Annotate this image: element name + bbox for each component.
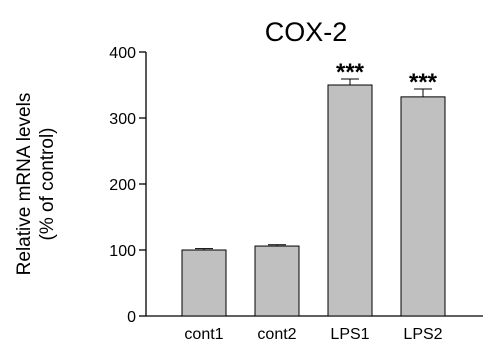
y-axis-title-line-2: (% of control) bbox=[37, 128, 58, 241]
y-tick-label: 100 bbox=[109, 243, 136, 260]
bar bbox=[400, 96, 446, 317]
significance-label: *** bbox=[409, 69, 438, 96]
y-axis-title: Relative mRNA levels (% of control) bbox=[14, 93, 58, 276]
plot-area: 0 100 200 300 400 cont1 cont2 LPS1 *** LPS2 *** bbox=[109, 45, 483, 343]
x-tick-label: cont1 bbox=[184, 326, 223, 343]
x-tick-label: cont2 bbox=[257, 326, 296, 343]
y-axis-title-line-1: Relative mRNA levels bbox=[14, 93, 35, 276]
significance-label: *** bbox=[336, 59, 365, 86]
bar bbox=[327, 84, 373, 317]
chart-title: COX-2 bbox=[265, 17, 348, 47]
y-tick-label: 200 bbox=[109, 177, 136, 194]
y-tick-label: 400 bbox=[109, 45, 136, 62]
bar bbox=[254, 245, 300, 317]
bar bbox=[181, 249, 227, 317]
y-tick-label: 300 bbox=[109, 111, 136, 128]
x-tick-label: LPS2 bbox=[403, 326, 442, 343]
x-tick-label: LPS1 bbox=[330, 326, 369, 343]
y-tick-label: 0 bbox=[127, 309, 136, 326]
